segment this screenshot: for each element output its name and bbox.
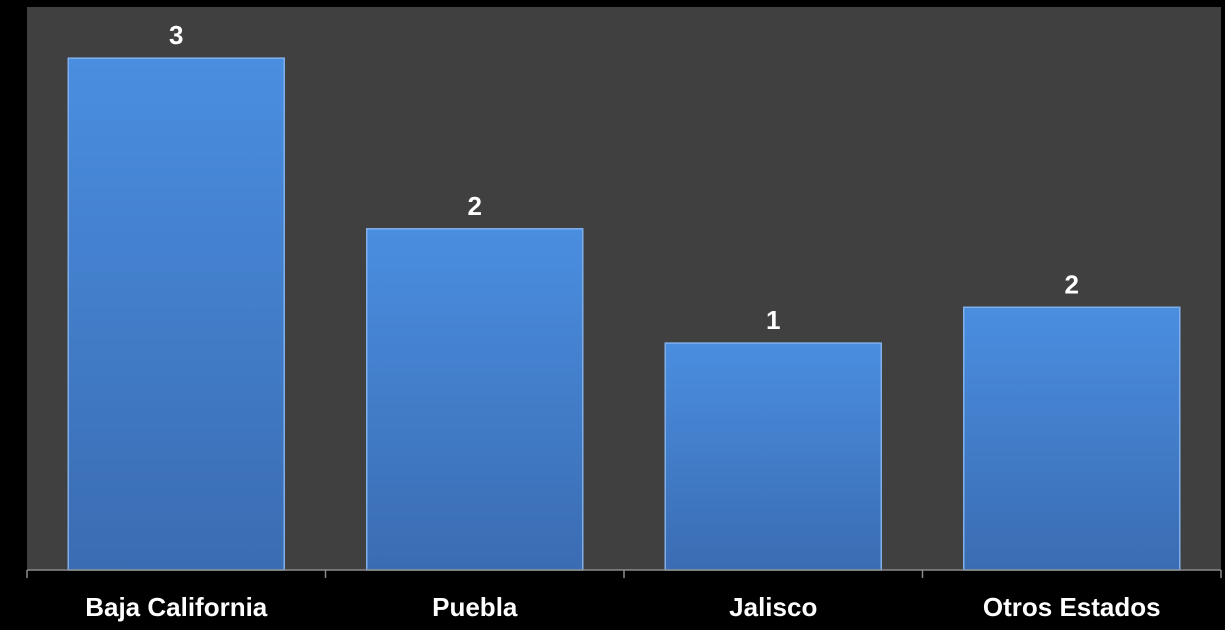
bars-layer	[67, 57, 1181, 571]
data-label-puebla: 2	[468, 191, 482, 221]
bar-puebla	[366, 228, 584, 571]
bar-otros-estados	[963, 306, 1181, 571]
data-label-baja-california: 3	[169, 20, 183, 50]
x-axis	[26, 569, 1222, 578]
labels-layer: 3 Baja California 2 Puebla 1 Jalisco 2 Otros Es…	[85, 20, 1160, 622]
bar-jalisco	[664, 342, 882, 571]
x-tick-label-baja-california: Baja California	[85, 592, 268, 622]
data-label-otros-estados: 2	[1065, 269, 1079, 299]
x-tick-label-otros-estados: Otros Estados	[983, 592, 1161, 622]
x-tick-label-jalisco: Jalisco	[729, 592, 817, 622]
x-tick-label-puebla: Puebla	[432, 592, 518, 622]
bar-baja-california	[67, 57, 285, 571]
data-label-jalisco: 1	[766, 305, 780, 335]
